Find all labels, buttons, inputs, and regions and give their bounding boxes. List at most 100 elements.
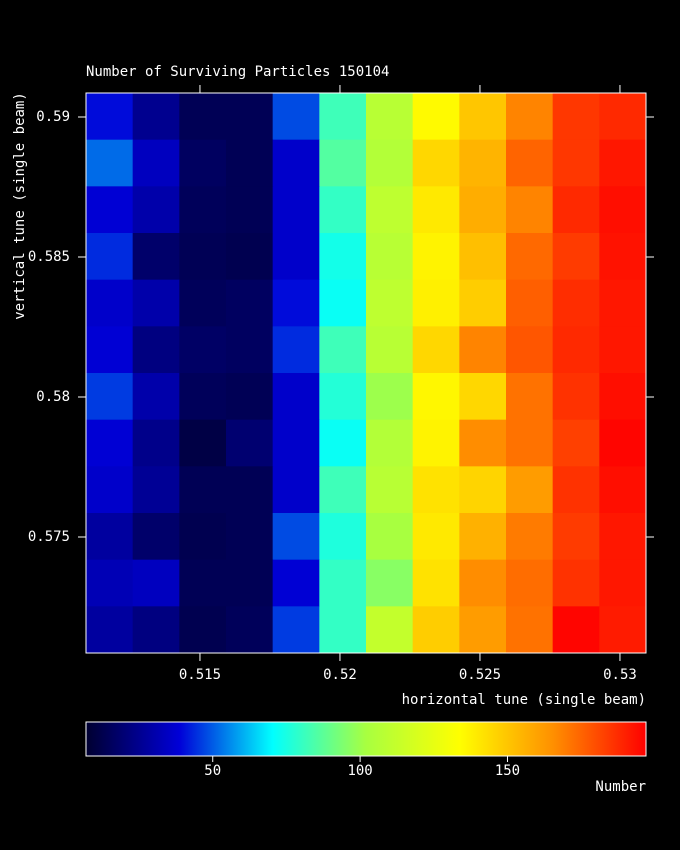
x-tick-label: 0.52: [323, 667, 357, 683]
heatmap-cell: [366, 139, 414, 187]
heatmap-cell: [132, 513, 180, 561]
heatmap-cell: [506, 513, 554, 561]
heatmap-cell: [226, 186, 274, 234]
heatmap-cell: [272, 373, 320, 421]
heatmap-cell: [412, 373, 460, 421]
x-axis-label: horizontal tune (single beam): [402, 692, 646, 708]
heatmap-cell: [179, 233, 227, 281]
heatmap-cell: [179, 373, 227, 421]
heatmap-cell: [319, 233, 367, 281]
heatmap-cell: [226, 559, 274, 607]
heatmap-cell: [179, 279, 227, 327]
heatmap-cell: [366, 233, 414, 281]
heatmap-cell: [459, 233, 507, 281]
heatmap-cell: [552, 513, 600, 561]
heatmap-cell: [179, 186, 227, 234]
heatmap-cell: [412, 233, 460, 281]
heatmap-cell: [272, 326, 320, 374]
heatmap-cell: [86, 419, 134, 467]
heatmap-cell: [599, 186, 647, 234]
heatmap-cell: [599, 279, 647, 327]
heatmap-cell: [86, 279, 134, 327]
heatmap-cell: [86, 93, 134, 141]
heatmap-cell: [86, 606, 134, 654]
heatmap-cell: [459, 279, 507, 327]
heatmap-cell: [132, 606, 180, 654]
heatmap-cell: [86, 513, 134, 561]
heatmap-cell: [132, 466, 180, 514]
x-tick-label: 0.53: [603, 667, 637, 683]
heatmap-cell: [179, 466, 227, 514]
heatmap-cell: [319, 326, 367, 374]
heatmap-cell: [86, 326, 134, 374]
heatmap-cell: [366, 606, 414, 654]
heatmap-cell: [506, 233, 554, 281]
heatmap-cell: [366, 559, 414, 607]
heatmap-cell: [459, 373, 507, 421]
heatmap-cell: [179, 419, 227, 467]
heatmap-cell: [272, 559, 320, 607]
heatmap-cell: [506, 139, 554, 187]
heatmap-cell: [552, 139, 600, 187]
heatmap-cell: [366, 93, 414, 141]
heatmap-cell: [552, 373, 600, 421]
heatmap-cell: [132, 326, 180, 374]
heatmap-cell: [599, 606, 647, 654]
heatmap-cell: [179, 326, 227, 374]
heatmap-cell: [86, 139, 134, 187]
y-axis-label: vertical tune (single beam): [12, 92, 28, 320]
heatmap-cell: [599, 466, 647, 514]
heatmap-cell: [552, 559, 600, 607]
heatmap-cell: [412, 93, 460, 141]
plot-frame: [85, 92, 647, 654]
heatmap-cell: [412, 559, 460, 607]
heatmap-cell: [459, 419, 507, 467]
heatmap-cell: [459, 93, 507, 141]
heatmap-cell: [319, 373, 367, 421]
heatmap-cell: [86, 233, 134, 281]
heatmap-cell: [552, 279, 600, 327]
colorbar-tick-label: 50: [204, 763, 221, 779]
heatmap-cell: [86, 466, 134, 514]
heatmap-cell: [319, 466, 367, 514]
heatmap-cell: [599, 139, 647, 187]
heatmap-cell: [506, 419, 554, 467]
heatmap-cell: [319, 186, 367, 234]
heatmap-cell: [226, 279, 274, 327]
heatmap-cell: [272, 279, 320, 327]
heatmap-cell: [319, 606, 367, 654]
heatmap-cell: [599, 373, 647, 421]
heatmap-cell: [319, 139, 367, 187]
heatmap-cell: [226, 513, 274, 561]
colorbar-tick-label: 100: [347, 763, 372, 779]
heatmap-cell: [552, 326, 600, 374]
heatmap-cell: [226, 606, 274, 654]
heatmap-cell: [412, 606, 460, 654]
heatmap-cell: [459, 466, 507, 514]
heatmap-cell: [179, 93, 227, 141]
heatmap-cell: [132, 233, 180, 281]
y-tick-label: 0.585: [28, 249, 70, 265]
heatmap-cell: [179, 139, 227, 187]
heatmap-cell: [226, 233, 274, 281]
heatmap-cell: [459, 139, 507, 187]
heatmap-cell: [552, 466, 600, 514]
heatmap-cell: [319, 559, 367, 607]
heatmap-cell: [226, 419, 274, 467]
heatmap-cell: [366, 513, 414, 561]
heatmap-cell: [412, 466, 460, 514]
heatmap-cell: [86, 373, 134, 421]
heatmap-cell: [132, 186, 180, 234]
heatmap-cell: [412, 279, 460, 327]
y-tick-label: 0.575: [28, 529, 70, 545]
heatmap-cell: [599, 233, 647, 281]
heatmap-cell: [412, 139, 460, 187]
heatmap-cell: [366, 279, 414, 327]
heatmap-cell: [272, 93, 320, 141]
heatmap-cell: [132, 93, 180, 141]
heatmap-cell: [459, 606, 507, 654]
heatmap-cell: [599, 559, 647, 607]
heatmap-cell: [179, 559, 227, 607]
